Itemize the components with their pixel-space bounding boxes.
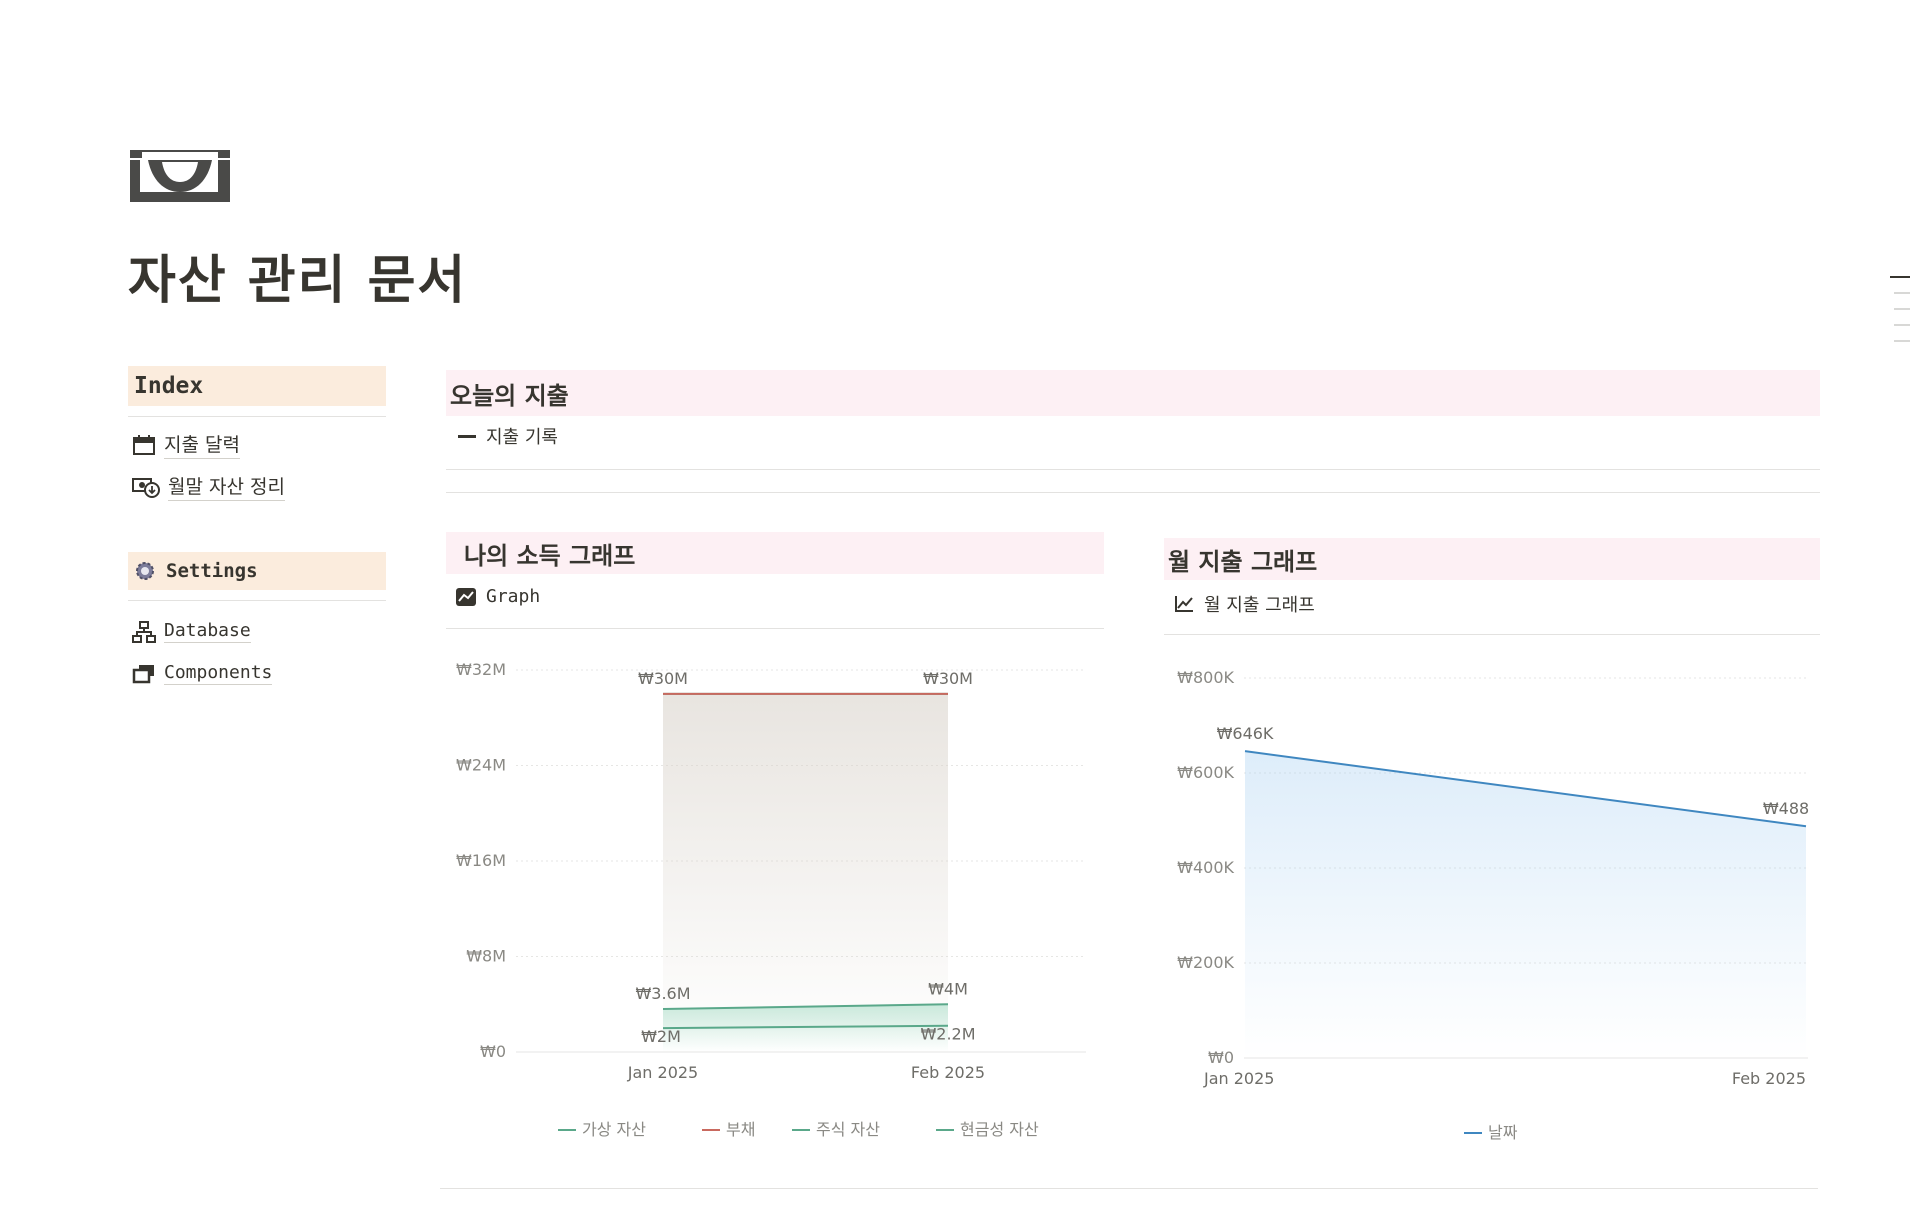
nav-link-calendar[interactable]: 지출 달력 (132, 430, 240, 459)
series-line (1244, 750, 1807, 828)
chart-icon (456, 587, 476, 606)
legend-label: 부채 (726, 1120, 755, 1139)
income-chart: ₩0 ₩8M ₩16M ₩24M ₩32M Jan 2025 Feb 2025 ₩30M ₩30… (456, 660, 1086, 1139)
link-label: 지출 기록 (486, 427, 558, 448)
income-graph-heading: 나의 소득 그래프 (446, 532, 1104, 574)
money-bill-icon (130, 150, 230, 202)
data-label: ₩4M (928, 979, 968, 998)
series-line (662, 1003, 949, 1011)
y-tick-label: ₩32M (456, 660, 506, 679)
x-tick-label: Feb 2025 (911, 1063, 985, 1082)
data-label: ₩2.2M (920, 1025, 975, 1044)
x-tick-label: Jan 2025 (1203, 1069, 1274, 1088)
index-heading: Index (128, 366, 386, 406)
sitemap-icon (132, 620, 156, 643)
y-tick-label: ₩400K (1177, 858, 1234, 877)
page-title: 자산 관리 문서 (128, 251, 468, 311)
nav-link-label: 월말 자산 정리 (168, 472, 285, 501)
monthly-chart: ₩0 ₩200K ₩400K ₩600K ₩800K Jan 2025 Feb 2025 ₩6… (1177, 668, 1809, 1142)
settings-heading-label: Settings (166, 560, 258, 582)
toc-item[interactable] (1894, 324, 1910, 326)
data-label: ₩3.6M (635, 984, 690, 1003)
y-tick-label: ₩0 (480, 1042, 506, 1061)
toc-item[interactable] (1894, 308, 1910, 310)
toc-item[interactable] (1894, 292, 1910, 294)
stack-icon (132, 664, 154, 683)
data-label: ₩646K (1217, 724, 1274, 743)
y-tick-label: ₩0 (1208, 1048, 1234, 1067)
section-title: 월 지출 그래프 (1168, 547, 1318, 576)
link-label: 월 지출 그래프 (1204, 595, 1315, 616)
minus-icon (458, 435, 476, 438)
series-area (663, 693, 948, 1052)
divider (446, 628, 1104, 629)
divider (1164, 634, 1820, 635)
x-tick-label: Jan 2025 (627, 1063, 698, 1082)
calendar-icon (133, 434, 155, 455)
divider (446, 469, 1820, 470)
line-chart-icon (1175, 596, 1193, 612)
y-tick-label: ₩600K (1177, 763, 1234, 782)
toc-item[interactable] (1890, 276, 1910, 278)
monthly-graph-heading: 월 지출 그래프 (1164, 538, 1820, 580)
today-spending-heading: 오늘의 지출 (446, 370, 1820, 416)
money-cycle-icon (132, 477, 160, 498)
toc-item[interactable] (1894, 340, 1910, 342)
section-title: 오늘의 지출 (450, 381, 569, 410)
data-label: ₩30M (923, 669, 973, 688)
link-spending-record[interactable]: 지출 기록 (458, 423, 558, 449)
nav-link-label: Database (164, 620, 251, 643)
y-tick-label: ₩800K (1177, 668, 1234, 687)
data-label: ₩488 (1763, 799, 1809, 818)
divider (446, 492, 1820, 493)
index-heading-label: Index (134, 373, 204, 399)
series-area (1245, 751, 1806, 1058)
legend-label: 주식 자산 (816, 1120, 880, 1139)
y-tick-label: ₩24M (456, 756, 506, 775)
y-tick-label: ₩16M (456, 851, 506, 870)
link-label: Graph (486, 586, 541, 607)
gear-icon (136, 562, 154, 580)
data-label: ₩2M (641, 1027, 681, 1046)
nav-link-label: 지출 달력 (164, 430, 240, 459)
legend-label: 가상 자산 (582, 1120, 646, 1139)
link-monthly-graph[interactable]: 월 지출 그래프 (1174, 591, 1315, 617)
nav-link-monthly-assets[interactable]: 월말 자산 정리 (132, 472, 285, 501)
series-line (662, 1024, 949, 1030)
y-tick-label: ₩200K (1177, 953, 1234, 972)
legend-label: 날짜 (1488, 1123, 1518, 1142)
divider (128, 600, 386, 601)
section-title: 나의 소득 그래프 (464, 541, 636, 570)
nav-link-components[interactable]: Components (132, 662, 273, 685)
divider (128, 416, 386, 417)
series-area (663, 1004, 948, 1052)
divider (440, 1188, 1818, 1189)
nav-link-database[interactable]: Database (132, 620, 251, 643)
nav-link-label: Components (164, 662, 273, 685)
data-label: ₩30M (638, 669, 688, 688)
settings-heading: Settings (128, 552, 386, 590)
table-of-contents[interactable] (1890, 276, 1910, 356)
y-tick-label: ₩8M (466, 947, 506, 966)
x-tick-label: Feb 2025 (1732, 1069, 1806, 1088)
legend-label: 현금성 자산 (960, 1120, 1039, 1139)
link-graph[interactable]: Graph (456, 586, 540, 607)
